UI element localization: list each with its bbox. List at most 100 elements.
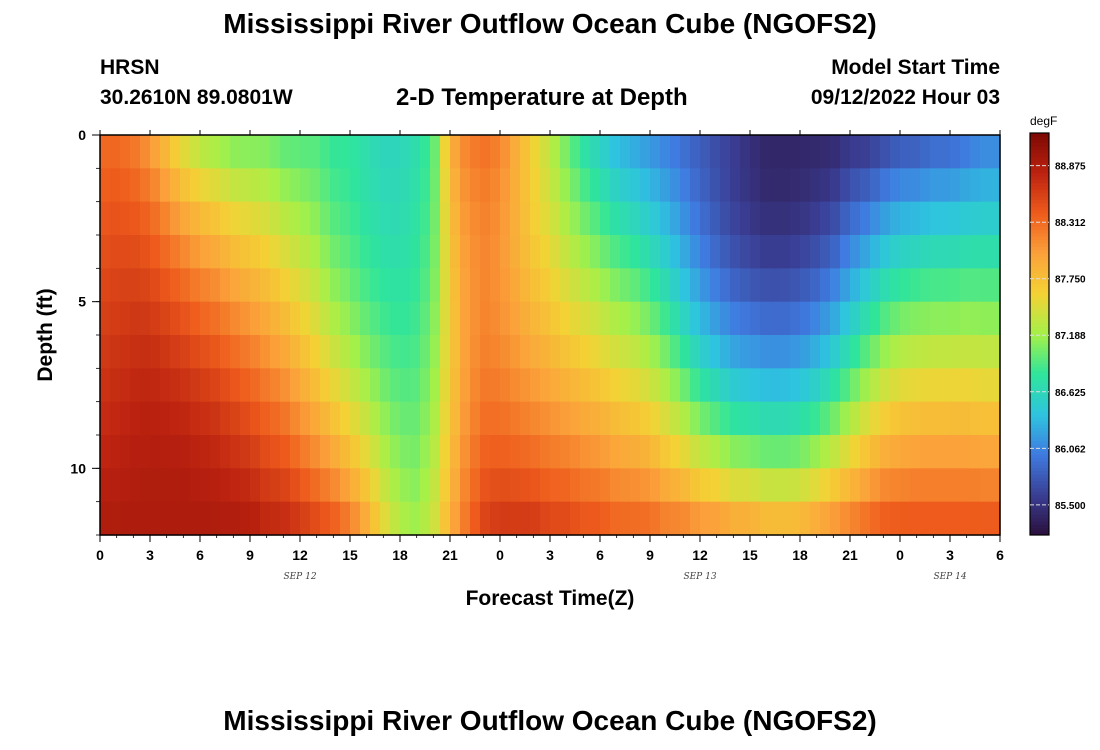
heatmap-cell [880,168,891,203]
heatmap-cell [580,268,591,303]
heatmap-cell [460,268,471,303]
heatmap-cell [750,501,761,536]
colorbar-segment [1030,236,1049,241]
heatmap-cell [630,401,641,436]
heatmap-cell [850,435,861,469]
heatmap-cell [830,501,841,536]
heatmap-cell [300,501,311,536]
heatmap-cell [300,168,311,203]
heatmap-cell [180,335,191,369]
heatmap-cell [770,335,781,369]
heatmap-cell [400,401,411,436]
heatmap-cell [840,468,851,503]
heatmap-cell [990,268,1001,303]
colorbar-segment [1030,176,1049,181]
heatmap-cell [710,401,721,436]
heatmap-cell [260,301,271,336]
heatmap-cell [130,335,141,369]
heatmap-cell [680,401,691,436]
heatmap-cell [390,501,401,536]
heatmap-cell [220,135,231,169]
heatmap-cell [960,268,971,303]
heatmap-cell [950,268,961,303]
heatmap-cell [620,335,631,369]
heatmap-cell [880,201,891,236]
heatmap-cell [300,468,311,503]
heatmap-cell [620,501,631,536]
heatmap-cell [140,435,151,469]
heatmap-cell [730,401,741,436]
heatmap-cell [900,235,911,269]
heatmap-cell [970,335,981,369]
colorbar-segment [1030,387,1049,392]
heatmap-cell [240,435,251,469]
heatmap-cell [570,368,581,403]
x-tick-label: 3 [146,547,154,563]
colorbar-tick-label: 87.750 [1055,275,1086,286]
heatmap-cell [770,435,781,469]
heatmap-cell [990,468,1001,503]
heatmap-cell [720,401,731,436]
heatmap-cell [380,135,391,169]
heatmap-cell [370,368,381,403]
heatmap-cell [500,168,511,203]
heatmap-cell [140,168,151,203]
heatmap-cell [760,301,771,336]
heatmap-cell [740,401,751,436]
colorbar-segment [1030,213,1049,218]
heatmap-cell [300,135,311,169]
heatmap-cell [440,135,451,169]
colorbar-segment [1030,454,1049,459]
heatmap-cell [510,501,521,536]
heatmap-cell [110,335,121,369]
heatmap-cell [490,335,501,369]
x-tick-label: 0 [896,547,904,563]
heatmap-cell [320,401,331,436]
heatmap-cell [350,168,361,203]
heatmap-cell [700,301,711,336]
heatmap-cell [150,335,161,369]
heatmap-cell [610,468,621,503]
heatmap-cell [110,501,121,536]
heatmap-cell [890,401,901,436]
heatmap-cell [680,168,691,203]
heatmap-cell [980,268,991,303]
heatmap-cell [680,468,691,503]
heatmap-cell [800,368,811,403]
heatmap-cell [670,301,681,336]
heatmap-cell [860,368,871,403]
heatmap-cell [770,401,781,436]
heatmap-cell [430,368,441,403]
heatmap-cell [680,435,691,469]
heatmap-cell [450,368,461,403]
heatmap-cell [470,401,481,436]
colorbar-segment [1030,347,1049,352]
heatmap-cell [690,368,701,403]
heatmap-cell [270,268,281,303]
heatmap-cell [820,301,831,336]
heatmap-cell [270,201,281,236]
heatmap-cell [120,301,131,336]
heatmap-cell [890,201,901,236]
heatmap-cell [570,135,581,169]
heatmap-cell [750,401,761,436]
heatmap-cell [780,401,791,436]
heatmap-cell [630,168,641,203]
heatmap-cell [750,201,761,236]
heatmap-cell [320,168,331,203]
heatmap-cell [150,368,161,403]
heatmap-cell [150,168,161,203]
heatmap-cell [450,168,461,203]
heatmap-cell [140,401,151,436]
heatmap-cell [500,235,511,269]
heatmap-cell [520,468,531,503]
heatmap-cell [700,368,711,403]
heatmap-cell [770,135,781,169]
heatmap-cell [350,335,361,369]
heatmap-cell [580,401,591,436]
heatmap-cell [180,368,191,403]
heatmap-cell [130,468,141,503]
colorbar-segment [1030,511,1049,516]
heatmap-cell [880,235,891,269]
heatmap-cell [400,135,411,169]
